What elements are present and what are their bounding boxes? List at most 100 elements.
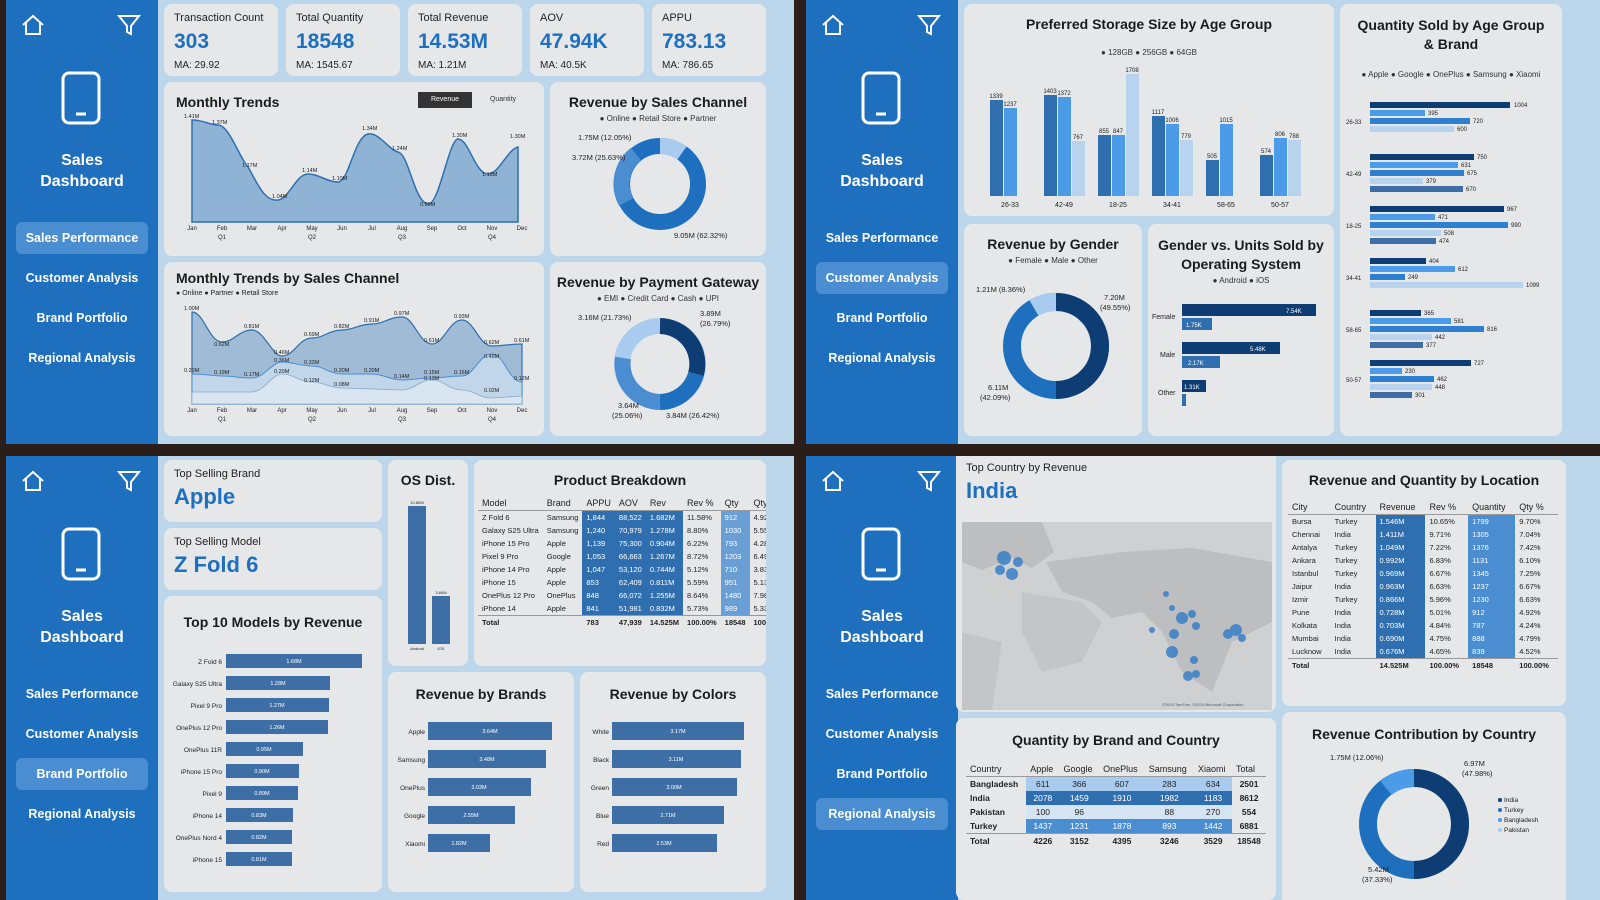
bar-label: 5.48K bbox=[1250, 347, 1266, 353]
data-label: 0.14M bbox=[394, 374, 410, 380]
table-cell: 10.65% bbox=[1429, 517, 1455, 526]
x-tick: Dec bbox=[517, 226, 528, 232]
toggle-quantity[interactable]: Quantity bbox=[489, 96, 517, 103]
bar-label: 1.27M bbox=[269, 703, 285, 709]
table-cell: 4.28% bbox=[753, 539, 766, 548]
bar-label: 600 bbox=[1457, 127, 1468, 133]
x-tick: Nov bbox=[487, 226, 498, 232]
table-cell: 848 bbox=[582, 589, 615, 602]
table-cell: 5.13% bbox=[753, 578, 766, 587]
table-row[interactable]: Mumbai India 0.690M 4.75% 888 4.79% bbox=[1288, 632, 1558, 645]
bar-label: 230 bbox=[1405, 369, 1416, 375]
data-label: 0.46M bbox=[274, 350, 290, 356]
table-row[interactable]: OnePlus 12 Pro OnePlus 848 66,072 1.255M 8.64… bbox=[478, 589, 766, 602]
table-cell: Samsung bbox=[546, 513, 579, 522]
table-row[interactable]: Izmir Turkey 0.866M 5.96% 1230 6.63% bbox=[1288, 593, 1558, 606]
revenue-by-gender-card: Revenue by Gender ● Female ● Male ● Othe… bbox=[964, 224, 1142, 436]
table-cell: Turkey bbox=[1334, 595, 1358, 604]
nav-sales-performance[interactable]: Sales Performance bbox=[825, 231, 939, 245]
filter-icon[interactable] bbox=[916, 12, 942, 43]
bar-label: 2.55M bbox=[463, 813, 479, 819]
y-tick: iPhone 15 bbox=[193, 857, 223, 864]
nav-sales-performance[interactable]: Sales Performance bbox=[16, 222, 148, 254]
filter-icon[interactable] bbox=[916, 468, 942, 499]
table-cell: 1183 bbox=[1194, 791, 1233, 805]
nav-sales-performance[interactable]: Sales Performance bbox=[25, 687, 139, 701]
map-marker bbox=[1169, 605, 1175, 611]
quarter-tick: Q1 bbox=[218, 417, 227, 423]
bar-label: 631 bbox=[1461, 163, 1472, 169]
nav-customer-analysis[interactable]: Customer Analysis bbox=[825, 727, 939, 741]
table-row[interactable]: Pakistan 100 96 88 270 554 bbox=[966, 805, 1266, 819]
home-icon[interactable] bbox=[20, 12, 46, 43]
table-row[interactable]: Lucknow India 0.676M 4.65% 839 4.52% bbox=[1288, 645, 1558, 659]
table-cell: 270 bbox=[1194, 805, 1233, 819]
bar-label: 474 bbox=[1439, 239, 1450, 245]
table-row[interactable]: Bursa Turkey 1.546M 10.65% 1799 9.70% bbox=[1288, 514, 1558, 528]
table-cell: Turkey bbox=[1334, 517, 1358, 526]
table-row[interactable]: Kolkata India 0.703M 4.84% 787 4.24% bbox=[1288, 619, 1558, 632]
nav-customer-analysis[interactable]: Customer Analysis bbox=[25, 271, 139, 285]
nav-regional-analysis[interactable]: Regional Analysis bbox=[28, 351, 136, 365]
toggle-revenue[interactable]: Revenue bbox=[418, 92, 472, 108]
nav-brand-portfolio[interactable]: Brand Portfolio bbox=[36, 311, 128, 325]
nav-regional-analysis[interactable]: Regional Analysis bbox=[828, 351, 936, 365]
sidebar: Sales Dashboard Sales Performance Custome… bbox=[806, 0, 958, 444]
home-icon[interactable] bbox=[820, 12, 846, 43]
kpi-card: Total Revenue 14.53M MA: 1.21M bbox=[408, 4, 522, 76]
data-label: 1.30M bbox=[510, 134, 526, 140]
table-row[interactable]: Pixel 9 Pro Google 1,053 66,663 1.267M 8.72% 1… bbox=[478, 550, 766, 563]
legend-item: Turkey bbox=[1504, 807, 1524, 814]
y-tick: White bbox=[592, 729, 609, 736]
y-tick: 34-41 bbox=[1346, 276, 1362, 282]
bar-label: 505 bbox=[1207, 154, 1218, 160]
chart-title: Preferred Storage Size by Age Group bbox=[1025, 16, 1273, 32]
table-row[interactable]: Ankara Turkey 0.992M 6.83% 1131 6.10% bbox=[1288, 554, 1558, 567]
table-row[interactable]: Jaipur India 0.963M 6.63% 1237 6.67% bbox=[1288, 580, 1558, 593]
nav-regional-analysis[interactable]: Regional Analysis bbox=[816, 798, 948, 830]
filter-icon[interactable] bbox=[116, 468, 142, 499]
table-row[interactable]: Istanbul Turkey 0.969M 6.67% 1345 7.25% bbox=[1288, 567, 1558, 580]
table-row[interactable]: iPhone 14 Pro Apple 1,047 53,120 0.744M 5.12%… bbox=[478, 563, 766, 576]
map-marker bbox=[1192, 622, 1200, 630]
location-map[interactable]: ©2024 TomTom, ©2024 Microsoft Corporatio… bbox=[962, 522, 1272, 710]
nav-customer-analysis[interactable]: Customer Analysis bbox=[25, 727, 139, 741]
table-row[interactable]: Bangladesh 611 366 607 283 634 2501 bbox=[966, 776, 1266, 791]
table-cell: 1.682M bbox=[645, 510, 684, 524]
filter-icon[interactable] bbox=[116, 12, 142, 43]
table-row[interactable]: iPhone 15 Pro Apple 1,139 75,300 0.904M 6.22%… bbox=[478, 537, 766, 550]
nav-sales-performance[interactable]: Sales Performance bbox=[825, 687, 939, 701]
table-row[interactable]: iPhone 15 Apple 853 62,409 0.811M 5.59% 951 5.1… bbox=[478, 576, 766, 589]
nav-brand-portfolio[interactable]: Brand Portfolio bbox=[16, 758, 148, 790]
y-tick: OnePlus Nord 4 bbox=[176, 835, 223, 842]
home-icon[interactable] bbox=[820, 468, 846, 499]
table-row[interactable]: Pune India 0.728M 5.01% 912 4.92% bbox=[1288, 606, 1558, 619]
table-row[interactable]: Chennai India 1.411M 9.71% 1305 7.04% bbox=[1288, 528, 1558, 541]
data-label: 0.17M bbox=[244, 372, 260, 378]
models-hbar-chart: Z Fold 6 Galaxy S25 Ultra Pixel 9 Pro OnePl… bbox=[173, 654, 362, 866]
table-row[interactable]: Antalya Turkey 1.049M 7.22% 1376 7.42% bbox=[1288, 541, 1558, 554]
nav-customer-analysis[interactable]: Customer Analysis bbox=[816, 262, 948, 294]
chart-legend: ● Online ● Partner ● Retail Store bbox=[176, 290, 279, 297]
table-cell: 0.744M bbox=[645, 563, 684, 576]
nav-regional-analysis[interactable]: Regional Analysis bbox=[28, 807, 136, 821]
table-cell: 4.92% bbox=[753, 513, 766, 522]
table-cell: 4.52% bbox=[1519, 647, 1541, 656]
nav-brand-portfolio[interactable]: Brand Portfolio bbox=[836, 767, 928, 781]
gender-donut: 1.21M (8.36%) 7.20M(49.55%) 6.11M(42.09%) bbox=[976, 285, 1131, 402]
table-cell: 5.33% bbox=[753, 604, 766, 613]
table-row[interactable]: India 2078 1459 1910 1982 1183 8612 bbox=[966, 791, 1266, 805]
table-row[interactable]: Galaxy S25 Ultra Samsung 1,240 70,979 1.278M… bbox=[478, 524, 766, 537]
table-cell: Galaxy S25 Ultra bbox=[482, 526, 539, 535]
nav-brand-portfolio[interactable]: Brand Portfolio bbox=[836, 311, 928, 325]
table-row[interactable]: Turkey 1437 1231 1878 893 1442 6881 bbox=[966, 819, 1266, 834]
monthly-trends-card: Monthly Trends Revenue Quantity 1.41M 1.… bbox=[164, 82, 544, 256]
kpi-card: Transaction Count 303 MA: 29.92 bbox=[164, 4, 278, 76]
bar-label: 1237 bbox=[1003, 102, 1017, 108]
sidebar: Sales Dashboard Sales Performance Custome… bbox=[806, 456, 958, 900]
home-icon[interactable] bbox=[20, 468, 46, 499]
table-cell: 1437 bbox=[1026, 819, 1060, 834]
map-marker bbox=[1230, 624, 1242, 636]
table-row[interactable]: iPhone 14 Apple 841 51,981 0.832M 5.73% 989 5.3… bbox=[478, 602, 766, 616]
table-row[interactable]: Z Fold 6 Samsung 1,844 88,522 1.682M 11.58% 91… bbox=[478, 510, 766, 524]
